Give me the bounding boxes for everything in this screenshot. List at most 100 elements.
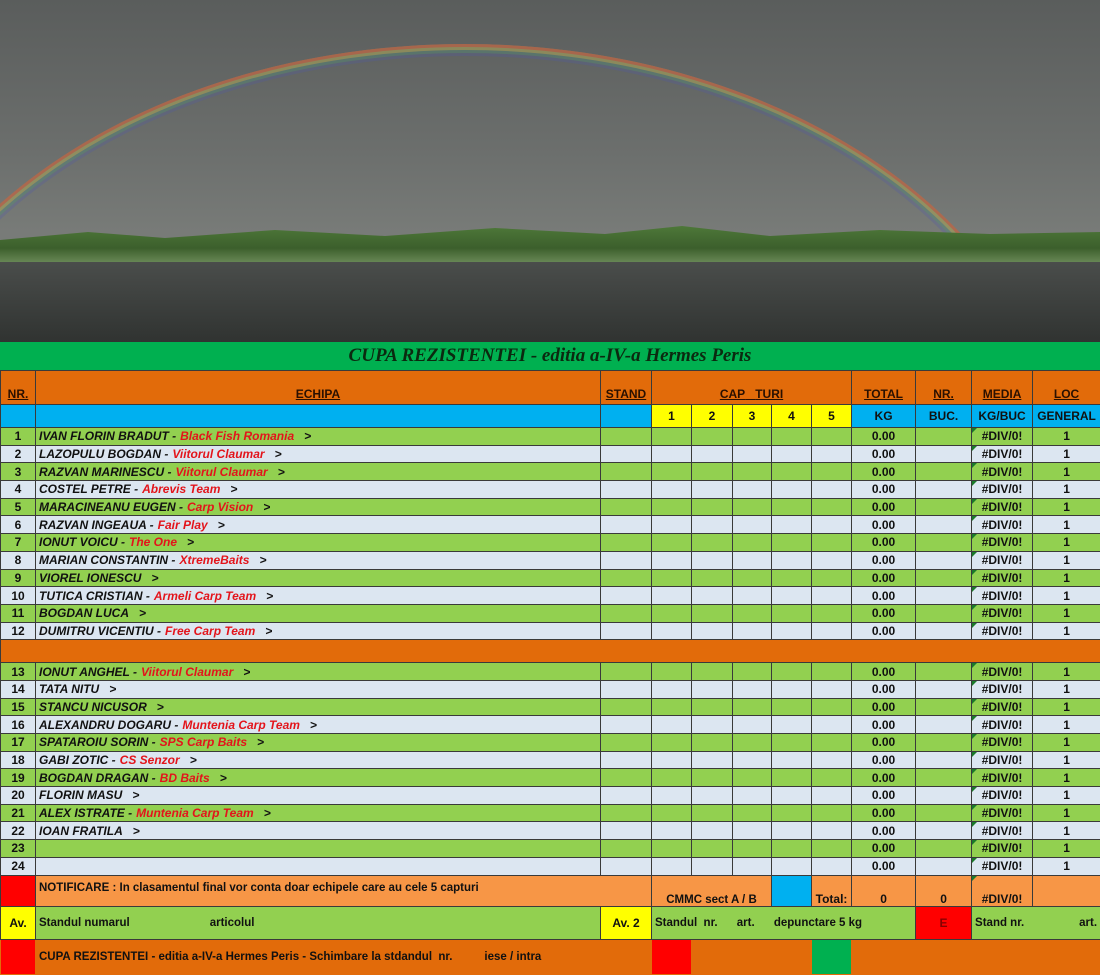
total-kg-cell[interactable]: 0.00 [851, 497, 917, 517]
capture-5-cell[interactable] [810, 586, 853, 605]
capture-3-cell[interactable] [732, 586, 772, 605]
stand-cell[interactable] [600, 662, 652, 681]
buc-cell[interactable] [915, 856, 973, 876]
capture-5-cell[interactable] [810, 603, 853, 623]
team-cell[interactable]: TUTICA CRISTIAN - Armeli Carp Team > [35, 586, 601, 605]
capture-4-cell[interactable] [771, 515, 812, 535]
team-cell[interactable]: COSTEL PETRE - Abrevis Team > [35, 480, 601, 499]
media-cell[interactable]: #DIV/0! [971, 733, 1034, 752]
stand-cell[interactable] [600, 586, 652, 605]
team-cell[interactable] [35, 839, 601, 858]
total-kg-cell[interactable]: 0.00 [851, 444, 917, 464]
loc-cell[interactable]: 1 [1032, 444, 1100, 464]
media-cell[interactable]: #DIV/0! [971, 821, 1034, 841]
buc-cell[interactable] [915, 427, 973, 446]
media-cell[interactable]: #DIV/0! [971, 603, 1034, 623]
total-kg-cell[interactable]: 0.00 [851, 550, 917, 570]
stand-cell[interactable] [600, 733, 652, 752]
total-kg-cell[interactable]: 0.00 [851, 679, 917, 699]
buc-cell[interactable] [915, 603, 973, 623]
media-cell[interactable]: #DIV/0! [971, 697, 1034, 717]
buc-cell[interactable] [915, 697, 973, 717]
buc-cell[interactable] [915, 515, 973, 535]
capture-5-cell[interactable] [810, 697, 853, 717]
capture-1-cell[interactable] [651, 444, 692, 464]
stand-cell[interactable] [600, 603, 652, 623]
team-cell[interactable]: DUMITRU VICENTIU - Free Carp Team > [35, 621, 601, 641]
stand-cell[interactable] [600, 821, 652, 841]
stand-cell[interactable] [600, 533, 652, 552]
buc-cell[interactable] [915, 839, 973, 858]
loc-cell[interactable]: 1 [1032, 480, 1100, 499]
total-kg-cell[interactable]: 0.00 [851, 621, 917, 641]
loc-cell[interactable]: 1 [1032, 621, 1100, 641]
media-cell[interactable]: #DIV/0! [971, 462, 1034, 482]
team-cell[interactable]: IONUT VOICU - The One > [35, 533, 601, 552]
buc-cell[interactable] [915, 662, 973, 681]
total-kg-cell[interactable]: 0.00 [851, 750, 917, 770]
capture-2-cell[interactable] [691, 533, 733, 552]
capture-3-cell[interactable] [732, 621, 772, 641]
capture-3-cell[interactable] [732, 733, 772, 752]
capture-1-cell[interactable] [651, 768, 692, 788]
capture-2-cell[interactable] [691, 697, 733, 717]
capture-5-cell[interactable] [810, 768, 853, 788]
capture-2-cell[interactable] [691, 497, 733, 517]
capture-5-cell[interactable] [810, 462, 853, 482]
stand-cell[interactable] [600, 750, 652, 770]
media-cell[interactable]: #DIV/0! [971, 679, 1034, 699]
capture-3-cell[interactable] [732, 480, 772, 499]
capture-1-cell[interactable] [651, 603, 692, 623]
capture-3-cell[interactable] [732, 533, 772, 552]
team-cell[interactable]: TATA NITU > [35, 679, 601, 699]
total-kg-cell[interactable]: 0.00 [851, 662, 917, 681]
capture-1-cell[interactable] [651, 750, 692, 770]
capture-4-cell[interactable] [771, 497, 812, 517]
team-cell[interactable]: STANCU NICUSOR > [35, 697, 601, 717]
team-cell[interactable]: VIOREL IONESCU > [35, 568, 601, 588]
loc-cell[interactable]: 1 [1032, 750, 1100, 770]
capture-5-cell[interactable] [810, 750, 853, 770]
capture-2-cell[interactable] [691, 733, 733, 752]
total-kg-cell[interactable]: 0.00 [851, 786, 917, 805]
media-cell[interactable]: #DIV/0! [971, 715, 1034, 734]
capture-5-cell[interactable] [810, 480, 853, 499]
total-kg-cell[interactable]: 0.00 [851, 733, 917, 752]
capture-1-cell[interactable] [651, 697, 692, 717]
capture-5-cell[interactable] [810, 856, 853, 876]
capture-5-cell[interactable] [810, 733, 853, 752]
buc-cell[interactable] [915, 715, 973, 734]
total-kg-cell[interactable]: 0.00 [851, 856, 917, 876]
capture-3-cell[interactable] [732, 662, 772, 681]
media-cell[interactable]: #DIV/0! [971, 550, 1034, 570]
capture-2-cell[interactable] [691, 462, 733, 482]
media-cell[interactable]: #DIV/0! [971, 586, 1034, 605]
loc-cell[interactable]: 1 [1032, 768, 1100, 788]
capture-2-cell[interactable] [691, 603, 733, 623]
capture-3-cell[interactable] [732, 515, 772, 535]
capture-5-cell[interactable] [810, 444, 853, 464]
capture-5-cell[interactable] [810, 821, 853, 841]
team-cell[interactable]: IVAN FLORIN BRADUT - Black Fish Romania > [35, 427, 601, 446]
total-kg-cell[interactable]: 0.00 [851, 568, 917, 588]
stand-cell[interactable] [600, 515, 652, 535]
buc-cell[interactable] [915, 462, 973, 482]
loc-cell[interactable]: 1 [1032, 679, 1100, 699]
stand-cell[interactable] [600, 679, 652, 699]
capture-2-cell[interactable] [691, 621, 733, 641]
capture-5-cell[interactable] [810, 515, 853, 535]
team-cell[interactable]: SPATAROIU SORIN - SPS Carp Baits > [35, 733, 601, 752]
capture-4-cell[interactable] [771, 533, 812, 552]
total-kg-cell[interactable]: 0.00 [851, 603, 917, 623]
capture-3-cell[interactable] [732, 444, 772, 464]
buc-cell[interactable] [915, 444, 973, 464]
capture-4-cell[interactable] [771, 586, 812, 605]
capture-5-cell[interactable] [810, 839, 853, 858]
buc-cell[interactable] [915, 786, 973, 805]
capture-2-cell[interactable] [691, 550, 733, 570]
buc-cell[interactable] [915, 533, 973, 552]
capture-5-cell[interactable] [810, 568, 853, 588]
capture-2-cell[interactable] [691, 839, 733, 858]
buc-cell[interactable] [915, 621, 973, 641]
capture-4-cell[interactable] [771, 444, 812, 464]
